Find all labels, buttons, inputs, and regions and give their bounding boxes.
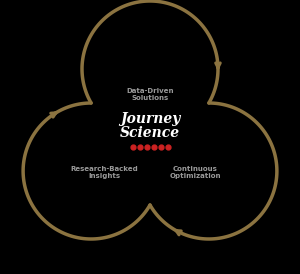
Text: Science: Science [120, 126, 180, 140]
Text: Continuous
Optimization: Continuous Optimization [170, 166, 221, 179]
Text: Research-Backed
Insights: Research-Backed Insights [70, 166, 138, 179]
Text: Journey: Journey [120, 112, 180, 126]
Text: Data-Driven
Solutions: Data-Driven Solutions [126, 88, 174, 101]
